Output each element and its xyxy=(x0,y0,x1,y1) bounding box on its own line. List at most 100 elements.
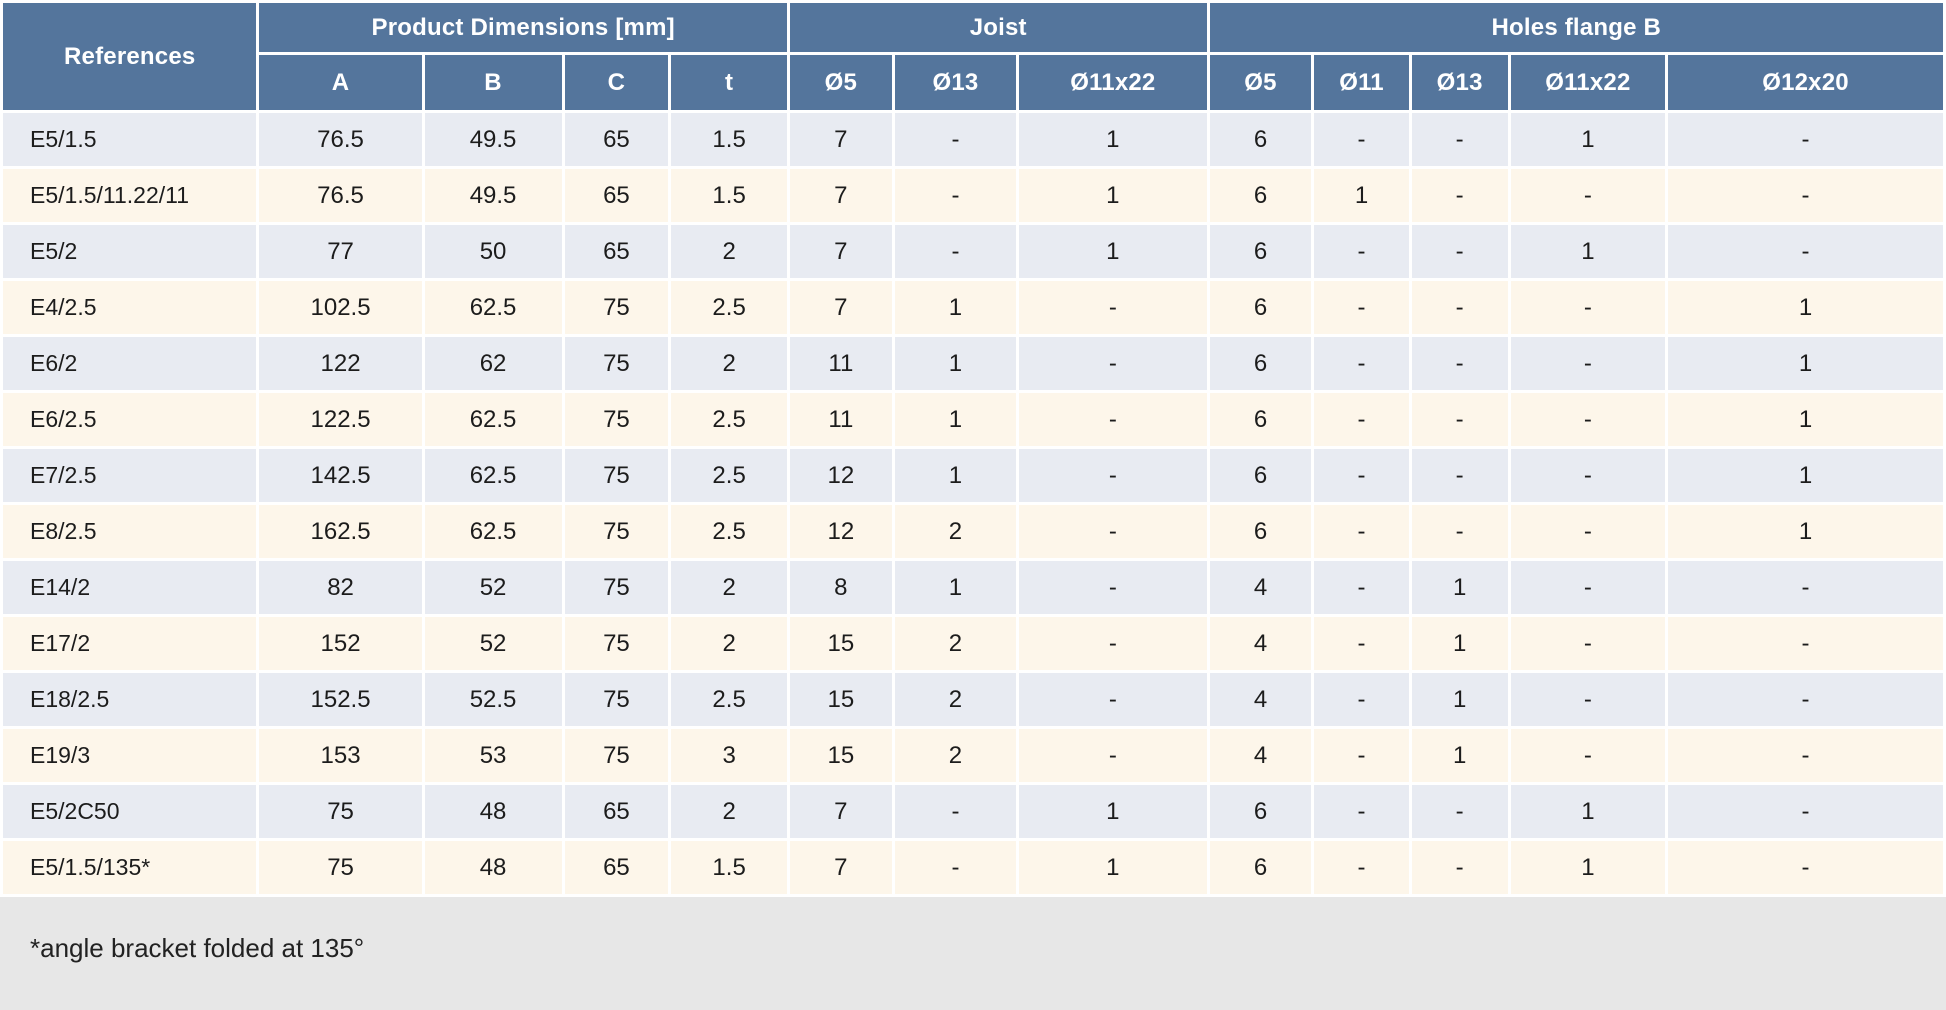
value-cell: - xyxy=(1507,502,1669,561)
reference-cell: E5/1.5/135* xyxy=(0,838,260,897)
value-cell: 52.5 xyxy=(421,670,565,729)
value-cell: 153 xyxy=(256,726,425,785)
value-cell: - xyxy=(1665,166,1946,225)
value-cell: 62.5 xyxy=(421,502,565,561)
value-cell: - xyxy=(1665,838,1946,897)
header-group-holes-flange-b: Holes flange B xyxy=(1206,0,1946,55)
table-row: E5/2 77 50 65 2 7-1 6- -1- xyxy=(0,222,1946,281)
value-cell: - xyxy=(1016,278,1210,337)
value-cell: - xyxy=(1016,446,1210,505)
value-cell: 2.5 xyxy=(668,502,790,561)
value-cell: 75 xyxy=(256,838,425,897)
value-cell: - xyxy=(1311,726,1412,785)
value-cell: 76.5 xyxy=(256,110,425,169)
value-cell: 2 xyxy=(891,670,1020,729)
value-cell: 15 xyxy=(786,726,895,785)
value-cell: 6 xyxy=(1206,502,1315,561)
value-cell: - xyxy=(1507,334,1669,393)
value-cell: 6 xyxy=(1206,446,1315,505)
value-cell: - xyxy=(1311,838,1412,897)
value-cell: - xyxy=(891,222,1020,281)
value-cell: 1 xyxy=(891,446,1020,505)
value-cell: 2.5 xyxy=(668,278,790,337)
value-cell: - xyxy=(1507,278,1669,337)
value-cell: - xyxy=(1507,446,1669,505)
table-row: E5/1.5/135* 75 48 65 1.5 7-1 6- -1- xyxy=(0,838,1946,897)
reference-cell: E19/3 xyxy=(0,726,260,785)
value-cell: - xyxy=(1507,558,1669,617)
reference-cell: E17/2 xyxy=(0,614,260,673)
value-cell: 1 xyxy=(891,558,1020,617)
value-cell: 75 xyxy=(561,390,672,449)
value-cell: - xyxy=(1311,446,1412,505)
value-cell: 77 xyxy=(256,222,425,281)
header-col-joist-d5: Ø5 xyxy=(786,52,895,113)
value-cell: 1 xyxy=(1665,446,1946,505)
value-cell: 52 xyxy=(421,558,565,617)
value-cell: 7 xyxy=(786,166,895,225)
value-cell: 48 xyxy=(421,782,565,841)
value-cell: - xyxy=(1408,278,1511,337)
value-cell: 1.5 xyxy=(668,838,790,897)
value-cell: 1 xyxy=(1665,390,1946,449)
value-cell: 75 xyxy=(256,782,425,841)
value-cell: 1 xyxy=(1507,838,1669,897)
value-cell: 50 xyxy=(421,222,565,281)
value-cell: - xyxy=(1016,614,1210,673)
value-cell: - xyxy=(1507,614,1669,673)
reference-cell: E5/1.5/11.22/11 xyxy=(0,166,260,225)
value-cell: 162.5 xyxy=(256,502,425,561)
value-cell: 122 xyxy=(256,334,425,393)
table-body: E5/1.5 76.5 49.5 65 1.5 7-1 6- -1- E5/1.5/11.22/… xyxy=(0,110,1946,897)
value-cell: - xyxy=(1408,782,1511,841)
value-cell: - xyxy=(1507,166,1669,225)
value-cell: 1 xyxy=(891,278,1020,337)
value-cell: 1 xyxy=(1311,166,1412,225)
reference-cell: E18/2.5 xyxy=(0,670,260,729)
value-cell: 75 xyxy=(561,446,672,505)
table-row: E7/2.5 142.5 62.5 75 2.5 12 1-6- - -1 xyxy=(0,446,1946,505)
value-cell: - xyxy=(1665,726,1946,785)
value-cell: 6 xyxy=(1206,334,1315,393)
value-cell: 62.5 xyxy=(421,390,565,449)
value-cell: 76.5 xyxy=(256,166,425,225)
value-cell: 65 xyxy=(561,222,672,281)
value-cell: 12 xyxy=(786,446,895,505)
value-cell: 65 xyxy=(561,782,672,841)
reference-cell: E5/2 xyxy=(0,222,260,281)
value-cell: 122.5 xyxy=(256,390,425,449)
value-cell: 1 xyxy=(891,390,1020,449)
value-cell: 1 xyxy=(1016,838,1210,897)
value-cell: - xyxy=(891,782,1020,841)
header-col-a: A xyxy=(256,52,425,113)
value-cell: 75 xyxy=(561,278,672,337)
header-col-holes-d12x20: Ø12x20 xyxy=(1665,52,1946,113)
value-cell: 152.5 xyxy=(256,670,425,729)
value-cell: 1.5 xyxy=(668,110,790,169)
header-group-joist: Joist xyxy=(786,0,1210,55)
value-cell: - xyxy=(1311,502,1412,561)
table-header: References Product Dimensions [mm] Joist… xyxy=(0,0,1946,113)
value-cell: 1 xyxy=(1507,782,1669,841)
value-cell: - xyxy=(1507,670,1669,729)
value-cell: 7 xyxy=(786,278,895,337)
value-cell: - xyxy=(1408,334,1511,393)
value-cell: 12 xyxy=(786,502,895,561)
table-row: E18/2.5 152.5 52.5 75 2.5 15 2-4-1- - xyxy=(0,670,1946,729)
value-cell: 75 xyxy=(561,334,672,393)
value-cell: 2 xyxy=(668,334,790,393)
value-cell: 75 xyxy=(561,502,672,561)
value-cell: - xyxy=(1665,110,1946,169)
header-subcolumn-row: A B C t Ø5 Ø13 Ø11x22 Ø5 Ø11 Ø13 Ø11x22 … xyxy=(2,52,1946,113)
value-cell: 7 xyxy=(786,110,895,169)
value-cell: 62.5 xyxy=(421,446,565,505)
value-cell: - xyxy=(1311,782,1412,841)
reference-cell: E8/2.5 xyxy=(0,502,260,561)
value-cell: 15 xyxy=(786,614,895,673)
value-cell: 75 xyxy=(561,670,672,729)
value-cell: 2.5 xyxy=(668,670,790,729)
value-cell: - xyxy=(1408,222,1511,281)
value-cell: 6 xyxy=(1206,782,1315,841)
reference-cell: E6/2.5 xyxy=(0,390,260,449)
table-row: E19/3 153 53 75 3 15 2-4-1- - xyxy=(0,726,1946,785)
